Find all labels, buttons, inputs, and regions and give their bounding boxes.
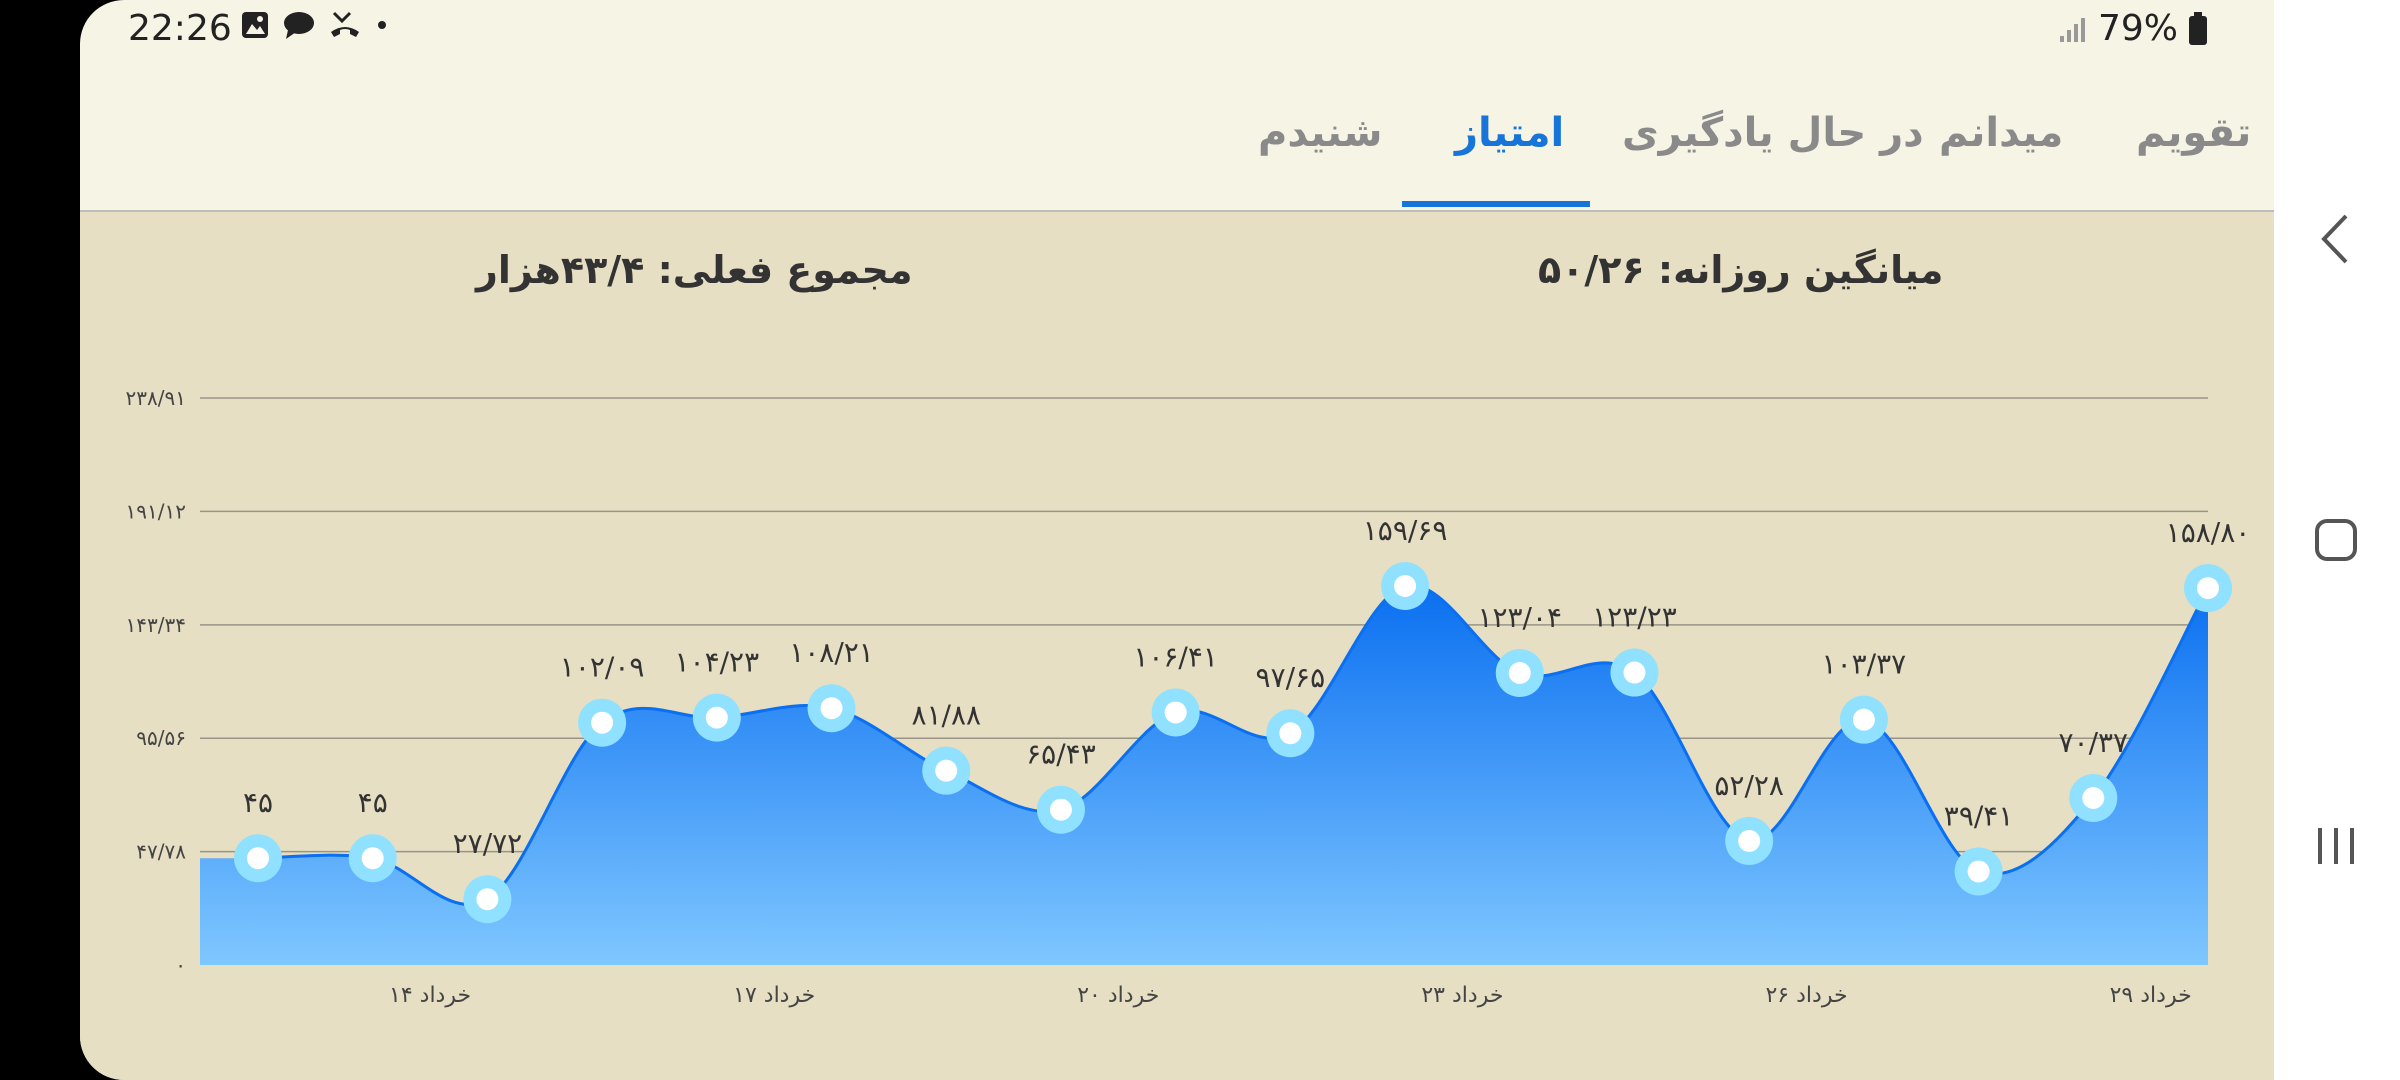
data-point-center bbox=[247, 847, 269, 870]
x-tick-label: ۱۷ خرداد bbox=[733, 983, 815, 1008]
data-point-center bbox=[1738, 829, 1761, 852]
status-right: 79% bbox=[2058, 8, 2208, 49]
data-point-center bbox=[1164, 701, 1187, 724]
data-point-center bbox=[1279, 722, 1302, 745]
data-point-center bbox=[2197, 577, 2219, 600]
home-icon[interactable] bbox=[2314, 518, 2358, 562]
data-point-center bbox=[820, 697, 843, 720]
data-label: ۷۰/۳۷ bbox=[2058, 726, 2128, 759]
data-label: ۱۰۳/۳۷ bbox=[1822, 648, 1907, 681]
data-point-center bbox=[1852, 708, 1875, 731]
tab-score[interactable]: امتیاز bbox=[1455, 110, 1565, 156]
data-point-center bbox=[1623, 661, 1646, 684]
daily-average: میانگین روزانه: ۵۰/۲۶ bbox=[1538, 248, 1944, 292]
y-tick-label: ۰ bbox=[175, 953, 186, 977]
data-point-center bbox=[361, 847, 384, 870]
tab-bar: تقویم میدانم در حال یادگیری امتیاز شنیدم bbox=[80, 60, 2274, 214]
x-tick-label: ۱۴ خرداد bbox=[389, 983, 471, 1008]
status-time: 22:26 bbox=[128, 8, 232, 49]
tab-learning[interactable]: در حال یادگیری bbox=[1622, 110, 1924, 156]
tab-calendar[interactable]: تقویم bbox=[2136, 110, 2252, 156]
back-icon[interactable] bbox=[2318, 212, 2352, 266]
chart-panel: میانگین روزانه: ۵۰/۲۶ مجموع فعلی: ۴۳/۴هز… bbox=[80, 212, 2274, 1080]
y-tick-label: ۹۵/۵۶ bbox=[136, 726, 186, 750]
data-label: ۱۰۸/۲۱ bbox=[789, 636, 874, 669]
data-label: ۱۰۴/۲۳ bbox=[675, 646, 760, 679]
score-chart: ۰ ۴۷/۷۸ ۹۵/۵۶ ۱۴۳/۳۴ ۱۹۱/۱۲ ۲۳۸/۹۱ ۴۵ ۴۵ ۲۷/۷۲ ۱… bbox=[126, 386, 2251, 1008]
missed-call-icon bbox=[331, 11, 359, 37]
data-label: ۱۲۳/۲۳ bbox=[1592, 601, 1677, 634]
current-total: مجموع فعلی: ۴۳/۴هزار bbox=[476, 248, 913, 292]
gallery-icon bbox=[242, 12, 268, 38]
x-axis-labels: ۱۴ خرداد ۱۷ خرداد ۲۰ خرداد ۲۳ خرداد ۲۶ خرداد… bbox=[389, 983, 2192, 1008]
area-fill bbox=[200, 585, 2208, 965]
x-tick-label: ۲۶ خرداد bbox=[1765, 983, 1847, 1008]
message-icon bbox=[284, 12, 314, 39]
signal-icon bbox=[2059, 17, 2085, 42]
data-markers bbox=[234, 562, 2232, 924]
app-window: 22:26 79% تقویم میدانم در حال یادگیری ام… bbox=[80, 0, 2274, 1080]
data-point-center bbox=[1508, 661, 1531, 684]
value-labels: ۴۵ ۴۵ ۲۷/۷۲ ۱۰۲/۰۹ ۱۰۴/۲۳ ۱۰۸/۲۱ ۸۱/۸۸ ۶۵/۴۳ ۱۰۶… bbox=[243, 514, 2250, 860]
battery-level: 79% bbox=[2097, 8, 2178, 49]
data-label: ۱۵۸/۸۰ bbox=[2166, 516, 2251, 549]
active-tab-indicator bbox=[1402, 201, 1590, 207]
data-label: ۱۲۳/۰۴ bbox=[1477, 601, 1562, 634]
data-label: ۱۵۹/۶۹ bbox=[1363, 514, 1448, 547]
data-point-center bbox=[1967, 860, 1990, 883]
data-label: ۵۲/۲۸ bbox=[1714, 769, 1784, 802]
y-tick-label: ۲۳۸/۹۱ bbox=[126, 386, 186, 410]
dot-icon bbox=[378, 21, 386, 29]
data-point-center bbox=[1049, 798, 1072, 821]
y-tick-label: ۴۷/۷۸ bbox=[136, 840, 186, 864]
status-icons bbox=[240, 10, 390, 40]
y-tick-label: ۱۴۳/۳۴ bbox=[126, 613, 186, 637]
y-tick-label: ۱۹۱/۱۲ bbox=[126, 499, 186, 523]
data-point-center bbox=[476, 888, 499, 911]
y-axis-labels: ۰ ۴۷/۷۸ ۹۵/۵۶ ۱۴۳/۳۴ ۱۹۱/۱۲ ۲۳۸/۹۱ bbox=[126, 386, 187, 977]
data-label: ۲۷/۷۲ bbox=[453, 827, 523, 860]
data-label: ۶۵/۴۳ bbox=[1026, 738, 1096, 771]
data-point-center bbox=[705, 706, 728, 729]
data-point-center bbox=[2082, 786, 2105, 809]
data-point-center bbox=[935, 759, 958, 782]
battery-icon bbox=[2189, 11, 2207, 45]
data-point-center bbox=[591, 711, 614, 734]
data-label: ۴۵ bbox=[243, 786, 273, 819]
data-label: ۹۷/۶۵ bbox=[1256, 661, 1326, 694]
data-label: ۳۹/۴۱ bbox=[1944, 799, 2014, 832]
data-label: ۱۰۶/۴۱ bbox=[1133, 640, 1218, 673]
recents-icon[interactable] bbox=[2314, 824, 2358, 868]
tab-heard[interactable]: شنیدم bbox=[1258, 110, 1383, 156]
x-tick-label: ۲۹ خرداد bbox=[2110, 983, 2192, 1008]
x-tick-label: ۲۰ خرداد bbox=[1077, 983, 1159, 1008]
data-label: ۱۰۲/۰۹ bbox=[560, 651, 645, 684]
tab-know[interactable]: میدانم bbox=[1939, 110, 2064, 156]
data-label: ۴۵ bbox=[358, 786, 388, 819]
data-label: ۸۱/۸۸ bbox=[911, 699, 981, 732]
system-nav-bar bbox=[2274, 0, 2400, 1080]
data-point-center bbox=[1394, 575, 1417, 598]
x-tick-label: ۲۳ خرداد bbox=[1421, 983, 1503, 1008]
